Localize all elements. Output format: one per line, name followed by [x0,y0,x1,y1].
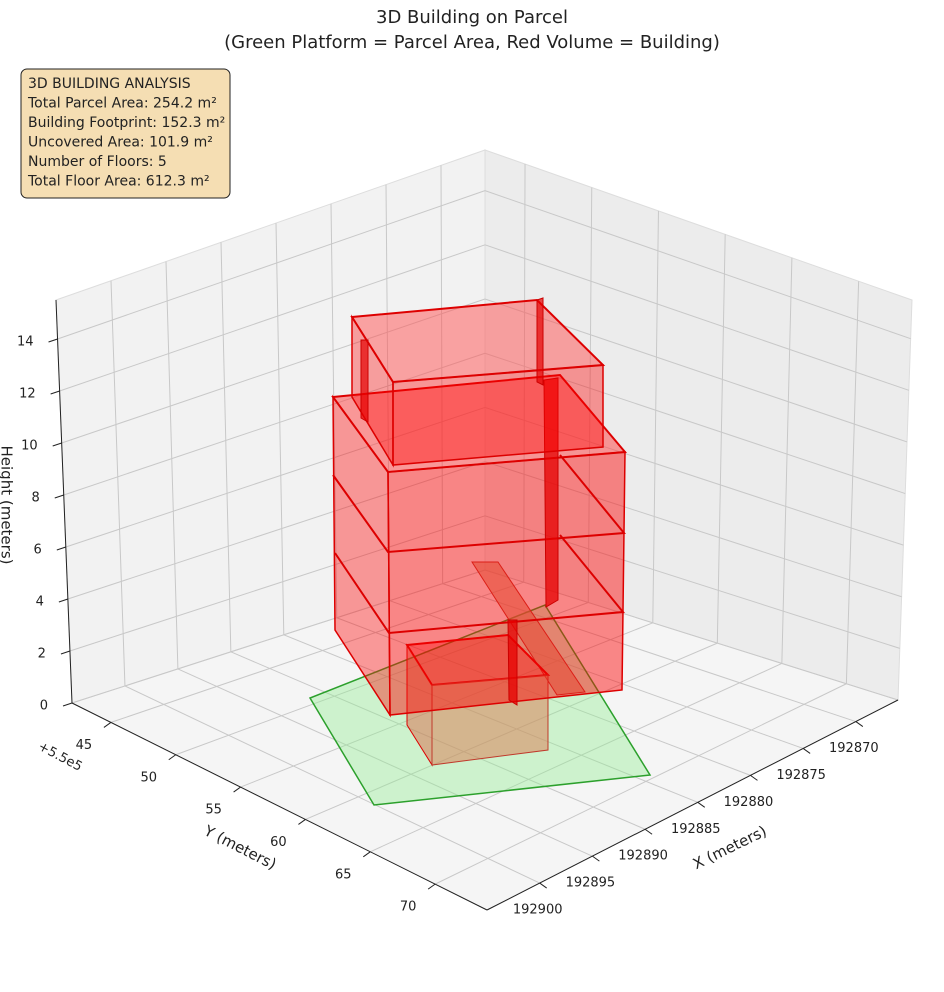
y-tick-label: 45 [76,738,93,753]
y-tick-label: 55 [205,803,222,818]
grid-line [484,244,910,391]
z-tick [50,390,60,395]
grid-line [71,569,486,704]
axes [48,299,899,911]
grid-line [652,210,659,623]
annotation-line: Building Footprint: 152.3 m² [28,115,225,131]
x-tick-label: 192895 [566,876,616,891]
y-tick [362,851,371,858]
x-tick [539,882,547,889]
annotation-line: Uncovered Area: 101.9 m² [28,135,213,151]
y-tick [427,883,436,890]
chart-title: 3D Building on Parcel [376,7,568,28]
z-tick [54,494,64,499]
z-tick [48,338,58,343]
grid-line [67,461,486,600]
grid-line [587,187,593,603]
grid-line [845,281,860,684]
y-tick [233,786,241,793]
building-slab [471,561,586,696]
grid-line [57,190,486,340]
z-tick-label: 4 [36,595,44,610]
y-tick [103,721,112,728]
grid-line [781,257,793,664]
y-tick-label: 65 [335,867,352,882]
grid-line [110,280,126,686]
y-tick [168,754,177,761]
floor-line [332,454,626,554]
x-tick-label: 192890 [618,849,668,864]
z-axis-line [55,299,73,704]
annotation-line: 3D BUILDING ANALYSIS [28,76,191,92]
z-tick-label: 0 [40,699,48,714]
z-tick-label: 2 [38,647,46,662]
building-column [536,297,544,386]
grid-line [220,242,232,652]
y-tick-label: 70 [400,900,417,915]
grid-line [389,600,804,749]
grid-line [370,662,783,853]
z-tick-label: 14 [17,335,34,350]
y-axis-line [71,702,488,911]
annotation-frame [20,68,231,199]
z-tick [58,598,69,603]
y-tick-label: 60 [270,835,287,850]
x-axis-line [486,699,899,911]
z-tick [60,650,71,655]
x-tick-label: 192900 [513,903,563,918]
grid-line [484,190,911,340]
z-axis-label: Height (meters) [0,446,16,565]
grid-line [275,223,285,635]
floor-line [334,534,625,635]
grid-line [59,244,486,392]
x-tick-label: 192870 [829,741,879,756]
x-tick [697,801,706,808]
grid-line [434,683,847,885]
z-tick [56,546,66,551]
grid-line [110,581,524,723]
x-tick [644,828,653,835]
x-tick-label: 192880 [724,795,774,810]
z-tick-label: 8 [31,491,39,506]
annotation-line: Total Parcel Area: 254.2 m² [27,96,217,112]
grid-line [330,203,338,618]
grid-line [124,685,540,884]
annotation-line: Number of Floors: 5 [28,154,167,170]
z-tick-label: 10 [21,439,38,454]
building-column [360,339,369,423]
grid-line [69,515,486,652]
building-scene [308,297,652,806]
building-column [543,377,559,608]
z-tick-label: 6 [34,543,42,558]
grid-line [177,668,593,857]
z-tick [52,442,62,447]
annotation-line: Total Floor Area: 612.3 m² [27,174,210,190]
grid-line [716,234,726,644]
x-tick [802,748,811,754]
z-tick-label: 12 [19,387,36,402]
y-tick-label: 50 [140,770,157,785]
chart-subtitle: (Green Platform = Parcel Area, Red Volum… [224,32,720,53]
y-tick [298,819,306,825]
y-axis-label: Y (meters) [200,821,279,873]
x-tick [855,721,864,727]
z-tick [62,702,73,707]
x-tick [750,774,758,781]
grid-line [165,261,179,669]
x-tick [592,855,600,862]
x-tick-label: 192875 [776,768,826,783]
x-tick-label: 192885 [671,822,721,837]
annotation-box: 3D BUILDING ANALYSIS Total Parcel Area: 2… [20,68,231,199]
building-column [507,619,518,706]
grid-line [523,164,526,583]
